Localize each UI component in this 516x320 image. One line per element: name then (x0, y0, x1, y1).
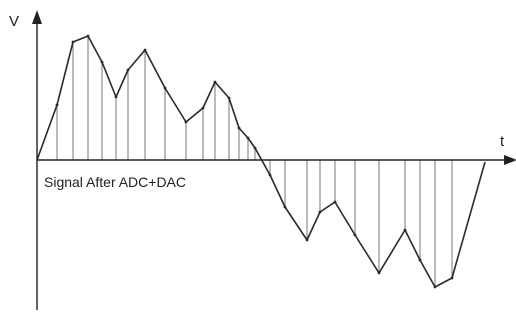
sample-point (283, 205, 287, 209)
sample-point (184, 120, 188, 124)
x-axis-arrow (504, 155, 516, 165)
sample-point (100, 60, 104, 64)
sample-point (213, 80, 217, 84)
sample-point (333, 200, 337, 204)
sample-point (86, 34, 90, 38)
sample-point (305, 238, 309, 242)
sample-point (450, 276, 454, 280)
sample-point (353, 233, 357, 237)
sample-point (418, 258, 422, 262)
reconstructed-signal-waveform (36, 35, 486, 288)
sample-point (227, 96, 231, 100)
sample-point (126, 68, 130, 72)
diagram-caption: Signal After ADC+DAC (44, 174, 186, 190)
sample-point (253, 146, 257, 150)
sample-point (201, 106, 205, 110)
sample-point (377, 271, 381, 275)
sample-point (237, 126, 241, 130)
y-axis-arrow (32, 10, 42, 24)
sample-point (268, 173, 272, 177)
sample-point (114, 95, 118, 99)
sample-point (163, 86, 167, 90)
x-axis-label: t (500, 133, 505, 150)
sample-point (55, 103, 59, 107)
sample-point (71, 40, 75, 44)
sample-point (318, 210, 322, 214)
sample-lines (56, 36, 453, 287)
sample-point (433, 285, 437, 289)
sample-point (143, 48, 147, 52)
sample-point (246, 136, 250, 140)
y-axis-label: V (9, 13, 19, 30)
sample-point (403, 228, 407, 232)
sample-points (55, 34, 454, 289)
